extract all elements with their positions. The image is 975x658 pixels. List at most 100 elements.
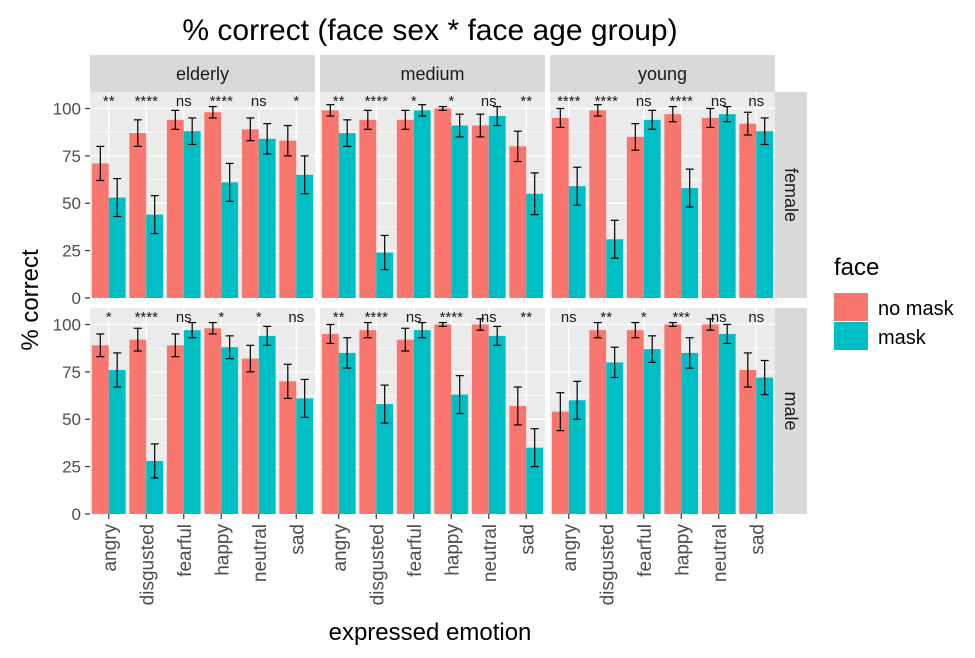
error-bar-mask-disgusted (150, 195, 159, 235)
bar-mask-angry (338, 352, 356, 514)
bar-mask-sad (296, 174, 314, 298)
error-bar-no_mask-disgusted (593, 321, 602, 339)
bar-mask-sad (296, 398, 314, 514)
error-bar-no_mask-disgusted (593, 104, 602, 117)
significance-label: * (411, 93, 417, 110)
significance-label: ** (600, 309, 612, 326)
strip-background (90, 55, 315, 92)
significance-label: **** (365, 309, 389, 326)
error-bar-mask-disgusted (150, 443, 159, 479)
panel-young-male: ns ** * *** ns ns (550, 308, 775, 515)
y-tick-label: 0 (72, 289, 81, 308)
bar-mask-sad (526, 193, 544, 298)
bar-mask-disgusted (146, 214, 164, 298)
strip-male: male (775, 308, 807, 514)
error-bar-no_mask-angry (556, 392, 565, 432)
bar-no_mask-happy (204, 328, 222, 514)
panel-elderly-female: ** **** ns **** ns * (90, 92, 315, 299)
y-tick-label: 75 (62, 363, 81, 382)
bar-no_mask-happy (434, 108, 452, 298)
bar-mask-angry (568, 186, 586, 298)
strip-young: young (550, 55, 775, 92)
significance-label: ns (711, 309, 727, 326)
axes: 0 25 50 75 100 0 25 50 75 100 angry disgusted fearfu… (53, 99, 769, 605)
y-axis-title: % correct (17, 249, 44, 351)
error-bar-mask-angry (343, 337, 352, 369)
panel-background (550, 92, 775, 298)
x-tick-label: neutral (250, 524, 271, 582)
y-tick-label: 100 (53, 315, 81, 334)
strip-medium: medium (320, 55, 545, 92)
bar-no_mask-fearful (626, 136, 644, 298)
bar-mask-disgusted (606, 362, 624, 514)
error-bar-no_mask-fearful (171, 109, 180, 130)
error-bar-no_mask-sad (743, 111, 752, 136)
error-bar-no_mask-fearful (401, 327, 410, 352)
significance-label: * (218, 309, 224, 326)
panel-background (320, 92, 545, 298)
error-bar-mask-fearful (418, 321, 427, 339)
x-tick-label: happy (672, 524, 693, 576)
x-tick-label: happy (442, 524, 463, 576)
bar-mask-fearful (643, 119, 661, 298)
error-bar-no_mask-neutral (476, 318, 485, 331)
error-bar-no_mask-angry (96, 145, 105, 182)
significance-label: ns (176, 93, 192, 110)
strip-background (775, 308, 807, 514)
error-bar-mask-fearful (648, 335, 657, 363)
error-bar-mask-neutral (723, 323, 732, 345)
bar-mask-happy (221, 182, 239, 298)
bar-mask-disgusted (606, 239, 624, 298)
bar-mask-disgusted (146, 460, 164, 514)
panel-background (90, 92, 315, 298)
bar-no_mask-disgusted (359, 330, 377, 514)
chart-title: % correct (face sex * face age group) (182, 14, 677, 47)
bar-mask-sad (756, 377, 774, 514)
bar-mask-happy (681, 352, 699, 514)
bar-no_mask-angry (551, 117, 569, 298)
x-tick-label: happy (212, 524, 233, 576)
y-tick-label: 25 (62, 458, 81, 477)
error-bar-mask-fearful (648, 109, 657, 130)
significance-label: ns (481, 309, 497, 326)
bar-mask-fearful (183, 131, 201, 298)
strip-label: male (781, 391, 801, 430)
significance-label: **** (557, 93, 581, 110)
bar-no_mask-neutral (471, 324, 489, 514)
error-bar-mask-sad (530, 428, 539, 468)
significance-label: ns (288, 309, 304, 326)
bar-no_mask-fearful (166, 345, 184, 514)
significance-label: ns (636, 93, 652, 110)
bar-mask-disgusted (376, 404, 394, 514)
significance-label: **** (595, 93, 619, 110)
x-tick-label: neutral (480, 524, 501, 582)
error-bar-no_mask-disgusted (133, 119, 142, 147)
x-tick-label: disgusted (137, 524, 158, 605)
error-bar-no_mask-neutral (476, 113, 485, 138)
error-bar-no_mask-sad (513, 130, 522, 163)
strip-label: medium (400, 64, 464, 84)
significance-label: ns (711, 93, 727, 110)
x-tick-label: disgusted (367, 524, 388, 605)
bar-no_mask-fearful (396, 339, 414, 514)
error-bar-mask-happy (685, 168, 694, 208)
legend-label-mask: mask (878, 327, 927, 349)
error-bar-no_mask-fearful (171, 333, 180, 358)
bar-no_mask-sad (739, 123, 757, 298)
panel-young-female: **** **** ns **** ns ns (550, 92, 775, 299)
bar-no_mask-disgusted (359, 119, 377, 298)
error-bar-no_mask-angry (326, 104, 335, 117)
y-tick-label: 50 (62, 410, 81, 429)
error-bar-no_mask-neutral (706, 107, 715, 129)
panels: ** **** ns **** ns * ** **** * * ns ** **** **** ns ***… (90, 92, 775, 515)
strip-label: elderly (176, 64, 229, 84)
significance-label: * (448, 93, 454, 110)
error-bar-mask-angry (113, 352, 122, 388)
strip-label: young (638, 64, 687, 84)
error-bar-no_mask-fearful (401, 109, 410, 130)
bar-no_mask-disgusted (129, 133, 147, 298)
bar-mask-neutral (258, 335, 276, 514)
bar-mask-happy (451, 125, 469, 299)
significance-label: **** (135, 309, 159, 326)
